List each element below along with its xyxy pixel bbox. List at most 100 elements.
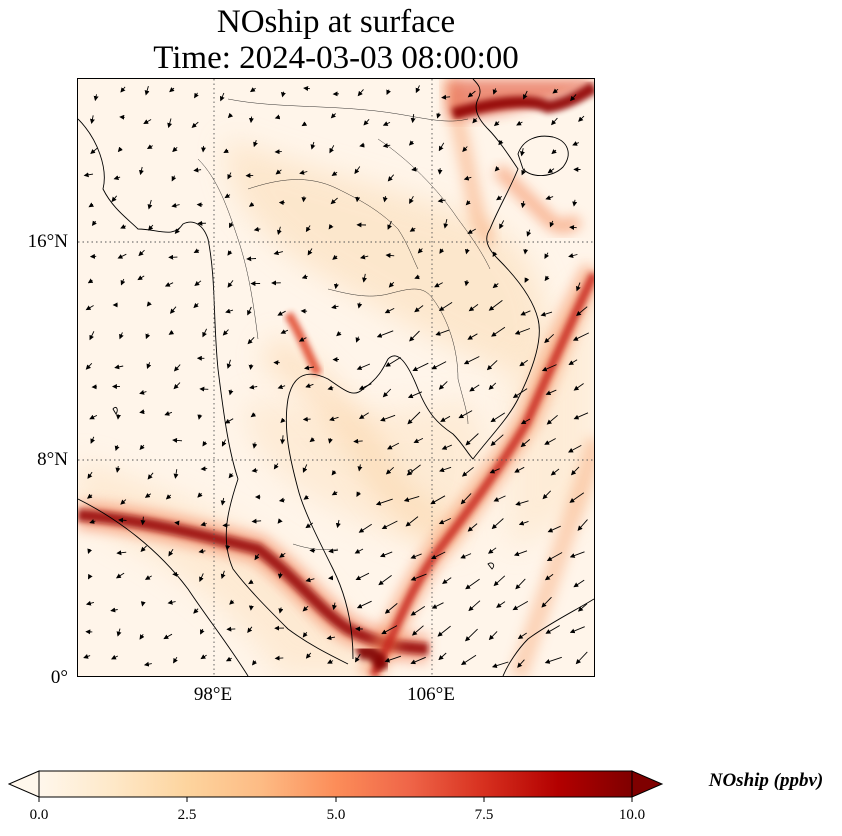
wind-vector-arrow [380,414,396,422]
wind-vector-arrow [115,466,121,473]
wind-vector-arrow [382,388,392,398]
wind-vector-arrow [515,578,526,590]
wind-vector-arrow [407,391,423,399]
border-china-south [227,98,469,122]
wind-vector-arrow [573,383,584,391]
wind-vector-arrow [358,412,369,420]
wind-vector-arrow [147,199,153,210]
wind-vector-arrow [544,275,550,282]
wind-vector-arrow [330,197,338,205]
wind-vector-arrow [460,654,477,666]
wind-vector-arrow [332,254,338,260]
wind-vector-arrow [303,494,310,500]
wind-vector-arrow [381,625,398,635]
wind-vector-arrow [225,308,234,314]
wind-vector-arrow [437,625,451,637]
wind-vector-arrow [544,656,562,664]
wind-vector-arrow [273,250,284,256]
wind-vector-arrow [357,302,363,309]
wind-vector-arrow [549,220,555,228]
wind-vector-arrow [173,656,178,664]
wind-vector-arrow [415,85,421,94]
wind-vector-arrow [139,389,147,395]
wind-vector-arrow [544,438,556,445]
ship-track-gulf-tonkin [451,81,594,120]
wind-vector-arrow [148,224,154,231]
wind-vector-arrow [514,466,525,473]
lat-label-8n: 8°N [37,449,68,470]
wind-vector-arrow [164,411,173,416]
wind-vector-arrow [568,253,578,258]
wind-vector-arrow [303,86,310,91]
wind-vector-arrow [85,305,94,311]
wind-vector-arrow [431,361,447,370]
wind-vector-arrow [467,333,478,340]
wind-vector-arrow [491,326,506,337]
wind-vector-arrow [440,415,451,422]
wind-vector-arrow [327,659,334,664]
wind-vector-arrow [460,553,472,559]
coastlines [78,79,594,676]
wind-vector-arrow [382,143,391,149]
wind-vector-arrow [472,117,478,124]
wind-vector-arrow [486,360,498,371]
wind-vector-arrow [331,490,338,496]
wind-vector-arrow [523,90,528,100]
wind-vector-arrow [193,248,200,253]
field-diffuse-east [508,279,594,549]
wind-vector-arrow [146,301,152,307]
wind-vector-arrow [87,471,93,479]
wind-vector-arrow [137,275,145,281]
wind-vector-arrow [465,200,471,206]
map-canvas [78,79,594,676]
lat-label-0: 0° [50,667,68,688]
wind-vector-arrow [363,118,370,126]
wind-vector-arrow [248,579,254,585]
wind-vector-arrow [464,628,478,642]
wind-vector-arrow [434,282,443,288]
wind-vector-arrow [464,248,470,255]
wind-vector-arrow [143,661,152,667]
wind-vector-arrow [302,464,308,473]
wind-vector-arrow [302,632,308,638]
border-thailand-cambodia [327,288,434,300]
wind-vector-arrow [385,466,395,475]
wind-vector-arrow [247,626,253,633]
wind-vector-arrow [540,311,553,317]
wind-vector-arrow [251,518,262,524]
wind-vector-arrow [551,148,557,155]
wind-vector-arrow [168,549,174,557]
wind-vector-arrow [229,222,234,229]
wind-vector-arrow [251,467,258,473]
border-laos-vietnam [377,138,491,270]
wind-vector-arrow [408,140,415,146]
wind-vector-arrow [164,282,174,287]
wind-vector-arrow [247,336,255,345]
wind-vector-arrow [250,412,257,418]
wind-vector-arrow [375,498,393,506]
wind-vector-arrow [328,223,334,230]
wind-vector-arrow [111,654,118,660]
wind-vector-arrow [550,468,560,476]
wind-vector-arrow [197,492,203,498]
wind-vector-arrow [167,599,176,605]
wind-vector-arrow [89,519,96,524]
coastline-gulf-thailand-north [387,79,540,460]
wind-vector-arrow [568,445,582,453]
country-borders [197,98,491,551]
wind-vector-arrow [437,198,446,204]
wind-vector-arrow [280,91,286,98]
colorbar-tick-label-0: 0.0 [29,807,49,823]
wind-vector-arrow [379,551,393,558]
wind-vector-arrow [298,337,307,342]
wind-vector-arrow [438,302,453,311]
wind-vector-arrow [441,444,452,450]
wind-vector-arrow [329,145,335,154]
wind-vector-arrow [198,548,206,554]
wind-vector-arrow [436,112,442,119]
wind-vector-arrow [518,520,529,526]
wind-vector-arrow [118,517,127,523]
wind-vector-arrow [90,147,98,155]
wind-vector-arrow [228,472,234,479]
wind-vector-arrow [403,495,420,502]
